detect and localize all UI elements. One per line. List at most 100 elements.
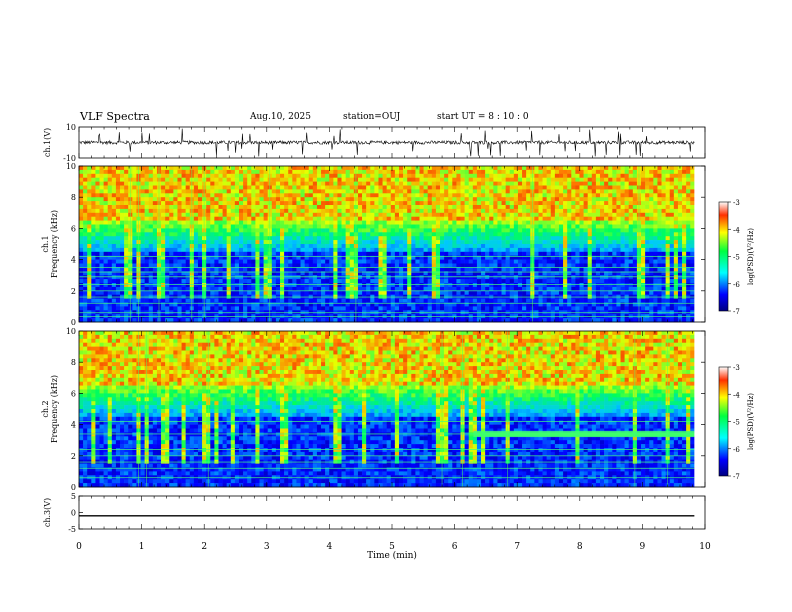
spectrogram-cell: [415, 181, 420, 186]
spectrogram-cell: [222, 166, 227, 171]
spectrogram-cell: [563, 302, 568, 307]
spectrogram-cell: [407, 263, 412, 268]
spectrogram-cell: [493, 193, 498, 198]
spectrogram-cell: [411, 279, 416, 284]
spectrogram-cell: [193, 169, 199, 175]
spectrogram-cell: [173, 177, 178, 182]
spectrogram-cell: [505, 220, 511, 225]
spectrogram-cell: [120, 290, 125, 295]
spectrogram-cell: [107, 185, 113, 190]
spectrogram-cell: [226, 193, 232, 198]
spectrogram-cell: [165, 220, 170, 225]
spectrogram-cell: [161, 236, 166, 241]
spectrogram-cell: [124, 255, 129, 260]
spectrogram-cell: [263, 228, 269, 233]
spectrogram-cell: [362, 267, 367, 272]
spectrogram-cell: [284, 212, 289, 217]
spectrogram-cell: [419, 271, 424, 276]
spectrogram-cell: [210, 286, 215, 292]
spectrogram-cell: [522, 240, 527, 245]
spectrogram-cell: [321, 216, 326, 221]
spectrogram-cell: [83, 290, 88, 295]
spectrogram-cell: [120, 236, 125, 241]
spectrogram-cell: [542, 201, 547, 206]
spectrogram-cell: [165, 302, 170, 307]
spectrogram-cell: [238, 259, 244, 264]
spectrogram-cell: [259, 244, 264, 249]
spectrogram-cell: [111, 275, 117, 280]
spectrogram-cell: [468, 232, 474, 237]
spectrogram-cell: [468, 251, 474, 256]
spectrogram-cell: [275, 247, 281, 253]
spectrogram-cell: [177, 298, 182, 303]
spectrogram-cell: [300, 259, 305, 264]
spectrogram-cell: [534, 181, 539, 186]
spectrogram-cell: [571, 255, 576, 260]
spectrogram-cell: [390, 177, 396, 182]
spectrogram-cell: [280, 212, 285, 217]
spectrogram-cell: [91, 290, 96, 295]
spectrogram-cell: [415, 318, 420, 323]
spectrogram-cell: [382, 255, 387, 260]
spectrogram-cell: [345, 302, 351, 307]
spectrogram-cell: [132, 197, 137, 202]
spectrogram-cell: [538, 224, 543, 229]
spectrogram-cell: [140, 169, 145, 175]
spectrogram-cell: [460, 275, 465, 280]
spectrogram-cell: [374, 279, 379, 284]
spectrogram-cell: [152, 173, 158, 178]
spectrogram-cell: [534, 177, 539, 182]
spectrogram-cell: [288, 185, 293, 190]
spectrogram-cell: [362, 166, 367, 171]
spectrogram-cell: [124, 232, 129, 237]
spectrogram-cell: [337, 169, 342, 175]
spectrogram-cell: [169, 236, 174, 241]
spectrogram-cell: [300, 306, 305, 311]
spectrogram-cell: [493, 302, 498, 307]
spectrogram-cell: [493, 255, 498, 260]
spectrogram-cell: [91, 247, 96, 253]
spectrogram-cell: [579, 185, 584, 190]
spectrogram-cell: [440, 228, 445, 233]
spectrogram-cell: [526, 263, 531, 268]
spectrogram-cell: [489, 267, 494, 272]
spectrogram-cell: [398, 279, 404, 284]
spectrogram-cell: [148, 208, 154, 214]
spectrogram-cell: [206, 216, 211, 221]
spectrogram-cell: [476, 232, 482, 237]
spectrogram-cell: [587, 177, 593, 182]
spectrogram-cell: [91, 255, 96, 260]
spectrogram-cell: [316, 255, 322, 260]
spectrogram-cell: [554, 193, 560, 198]
spectrogram-cell: [452, 267, 457, 272]
spectrogram-cell: [411, 224, 416, 229]
spectrogram-cell: [476, 177, 482, 182]
spectrogram-cell: [567, 240, 572, 245]
spectrogram-cell: [390, 193, 396, 198]
spectrogram-cell: [407, 169, 412, 175]
spectrogram-cell: [218, 255, 223, 260]
spectrogram-cell: [280, 279, 285, 284]
spectrogram-cell: [476, 173, 482, 178]
spectrogram-cell: [558, 283, 564, 288]
spectrogram-cell: [378, 173, 383, 178]
spectrogram-cell: [468, 259, 474, 264]
spectrogram-cell: [575, 259, 580, 264]
spectrogram-cell: [423, 189, 428, 194]
spectrogram-cell: [501, 166, 506, 171]
spectrogram-cell: [567, 267, 572, 272]
spectrogram-cell: [308, 185, 314, 190]
spectrogram-cell: [366, 283, 371, 288]
spectrogram-cell: [423, 224, 428, 229]
spectrogram-cell: [366, 267, 371, 272]
spectrogram-cell: [563, 286, 568, 292]
spectrogram-cell: [238, 205, 244, 210]
spectrogram-cell: [308, 283, 314, 288]
spectrogram-cell: [193, 193, 199, 198]
spectrogram-cell: [206, 173, 211, 178]
spectrogram-cell: [427, 197, 433, 202]
spectrogram-cell: [173, 181, 178, 186]
spectrogram-cell: [448, 212, 453, 217]
spectrogram-cell: [165, 263, 170, 268]
spectrogram-cell: [161, 185, 166, 190]
